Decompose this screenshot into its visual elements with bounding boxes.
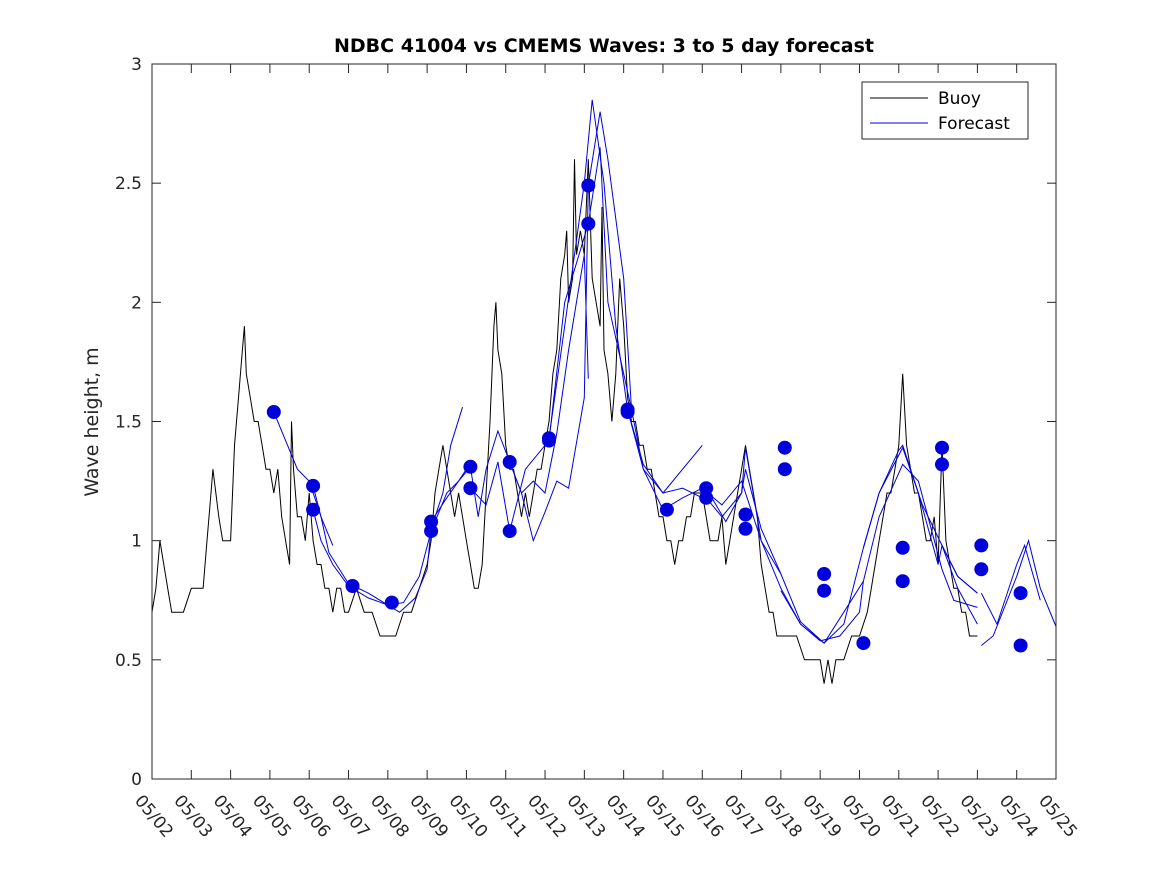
series-forecast-line-4 — [470, 147, 632, 532]
series-forecast-line-6 — [548, 99, 703, 494]
series-forecast-line-12 — [980, 543, 1041, 626]
series-forecast-line-9 — [780, 463, 978, 644]
forecast-marker-21 — [738, 521, 753, 536]
forecast-marker-8 — [463, 481, 478, 496]
y-tick-label-4: 2 — [131, 293, 142, 313]
series-forecast-line-5 — [509, 111, 782, 575]
legend-label-0: Buoy — [938, 89, 981, 109]
forecast-marker-6 — [424, 524, 439, 539]
forecast-marker-13 — [581, 178, 596, 193]
forecast-marker-20 — [738, 507, 753, 522]
forecast-marker-17 — [659, 502, 674, 517]
forecast-marker-3 — [345, 579, 360, 593]
forecast-marker-19 — [699, 490, 714, 505]
forecast-marker-27 — [895, 540, 910, 555]
forecast-marker-29 — [935, 440, 949, 455]
forecast-marker-30 — [935, 457, 949, 472]
plot-area — [151, 63, 1057, 780]
forecast-marker-2 — [306, 502, 321, 517]
forecast-marker-34 — [1013, 638, 1028, 653]
forecast-marker-26 — [856, 636, 871, 651]
forecast-marker-7 — [463, 459, 478, 474]
chart-title: NDBC 41004 vs CMEMS Waves: 3 to 5 day fo… — [334, 35, 874, 57]
forecast-marker-22 — [777, 440, 792, 455]
legend-box — [861, 81, 1029, 140]
series-forecast-line-8 — [705, 444, 978, 644]
series-forecast-line-11 — [941, 545, 978, 594]
forecast-marker-1 — [306, 478, 321, 493]
y-tick-label-0: 0 — [131, 770, 142, 790]
y-tick-label-2: 1 — [131, 532, 142, 552]
forecast-marker-31 — [974, 538, 989, 553]
forecast-marker-10 — [502, 524, 517, 539]
forecast-marker-18 — [699, 481, 714, 496]
legend-label-1: Forecast — [938, 114, 1010, 134]
legend: Buoy Forecast — [861, 81, 1029, 140]
forecast-marker-32 — [974, 562, 989, 577]
series-forecast-line-1 — [312, 407, 463, 613]
forecast-marker-33 — [1013, 586, 1028, 601]
forecast-marker-12 — [542, 433, 556, 448]
forecast-marker-24 — [817, 567, 832, 581]
y-tick-label-1: 0.5 — [115, 651, 142, 671]
series-forecast-line-7 — [627, 409, 864, 642]
forecast-marker-9 — [502, 455, 517, 469]
series-buoy-line — [151, 159, 978, 684]
y-tick-label-6: 3 — [131, 55, 142, 75]
forecast-marker-4 — [384, 595, 399, 610]
y-axis-label: Wave height, m — [81, 347, 103, 496]
forecast-marker-0 — [266, 405, 281, 419]
forecast-marker-28 — [895, 574, 910, 589]
y-tick-label-3: 1.5 — [115, 413, 142, 433]
forecast-marker-14 — [581, 216, 596, 231]
forecast-marker-16 — [620, 405, 635, 419]
plot-background — [152, 64, 1056, 779]
forecast-marker-23 — [777, 462, 792, 477]
forecast-marker-25 — [817, 583, 832, 598]
y-axis: 0 0.5 1 1.5 2 2.5 3 — [115, 55, 1056, 790]
series-forecast-line-13 — [980, 538, 1057, 646]
y-tick-label-5: 2.5 — [115, 174, 142, 194]
